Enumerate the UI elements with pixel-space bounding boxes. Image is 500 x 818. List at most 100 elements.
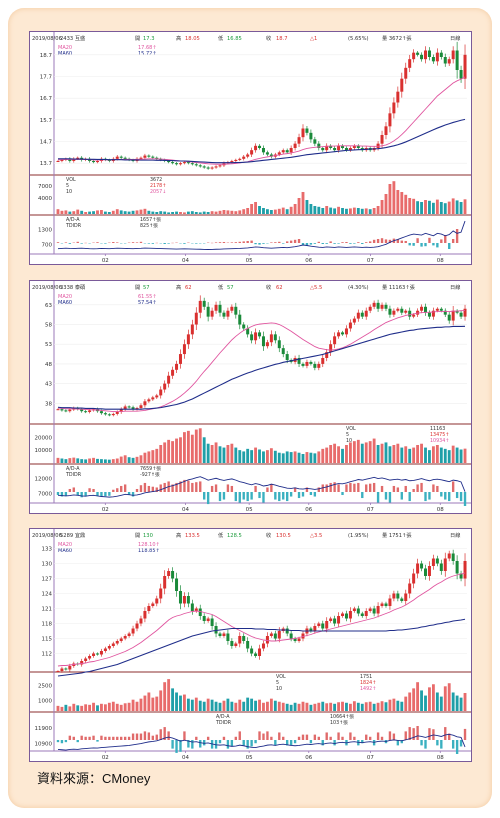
volume-bar [254,447,257,463]
indicator-bar [440,740,443,749]
indicator-bar [357,242,360,243]
month-label: 06 [305,258,312,264]
indicator-bar [210,485,214,492]
header-pct: (1.95%) [348,533,369,539]
candle-body [115,411,119,414]
candle-body [194,608,198,611]
price-tick-label: 133 [42,547,53,553]
volume-bar [396,700,400,711]
volume-bar [226,210,230,214]
volume-bar [186,211,190,214]
volume-bar [96,210,99,214]
candle-body [344,328,348,335]
indicator-bar [408,243,411,246]
candle-body [218,165,222,167]
indicator-bar [246,241,249,243]
volume-bar [333,703,337,711]
indicator-bar [380,736,384,740]
candle-body [143,401,147,406]
indicator-bar [72,487,75,492]
candle-body [325,352,329,358]
ma60-label: MA60 [58,548,72,554]
candle-body [380,304,384,309]
candle-body [238,636,242,644]
volume-bar [368,441,372,463]
candle-body [400,78,404,92]
indicator-bar [84,736,87,740]
volume-bar [183,694,186,711]
indicator-bar [321,243,324,244]
indicator-bar [262,243,265,244]
volume-bar [459,202,463,214]
volume-ma10-value: 2057↓ [150,189,166,195]
indicator-bar [301,243,305,245]
volume-bar [175,438,178,463]
volume-bar [111,701,115,711]
candle-body [348,611,352,619]
volume-bar [459,697,463,711]
indicator-bar [313,243,317,244]
indicator-bar [104,492,107,497]
volume-bar [76,458,80,463]
price-tick-label: 124 [42,592,53,598]
indicator-bar [376,492,380,503]
indicator-sub-label: TDIDR [215,720,232,726]
volume-bar [107,702,111,711]
volume-bar [273,450,277,463]
indicator-bar [254,485,257,492]
candle-body [333,148,337,151]
indicator-label: A/D-A [66,217,80,223]
indicator-bar [436,243,439,248]
volume-bar [218,702,222,711]
indicator-bar [80,735,83,740]
volume-tick-label: 4000 [38,196,52,202]
volume-bar [179,212,182,214]
volume-bar [416,201,420,214]
volume-bar [317,451,321,463]
volume-bar [100,210,103,214]
candle-body [297,137,301,144]
chart-svg-5289: 2019/08/065289 宜鼎開 130 高 133.5 低 128.5 收 130.5 △… [30,529,471,761]
candle-body [163,383,167,390]
volume-bar [72,211,76,214]
indicator-bar [420,482,423,492]
volume-label: VOL [66,177,76,183]
indicator-bar [104,736,107,740]
indicator-bar [238,731,241,740]
volume-bar [135,701,139,711]
candle-body [337,332,341,337]
indicator-sub-label: TDIDR [65,223,82,229]
volume-bar [388,184,392,214]
volume-bar [72,703,76,711]
indicator-bar [333,482,336,492]
candle-body [115,156,119,159]
header-close-label: 收 [266,34,271,42]
indicator-bar [147,243,151,244]
indicator-bar [218,492,222,502]
volume-bar [372,208,376,214]
volume-bar [131,457,135,463]
volume-bar [139,455,143,463]
indicator-bar [242,492,245,500]
candle-body [269,633,273,636]
indicator-bar [305,487,309,492]
indicator-bar [171,740,174,749]
candle-body [119,409,123,412]
volume-bar [439,447,443,463]
indicator-bar [400,240,403,243]
indicator-bar [400,740,403,744]
candle-body [459,573,463,579]
indicator-bar [353,483,356,492]
volume-bar [384,194,388,214]
candle-body [261,148,265,153]
volume-bar [380,701,384,711]
indicator-bar [258,731,261,740]
volume-bar [100,703,103,711]
indicator-bar [372,482,376,492]
indicator-bar [254,740,257,744]
candle-body [412,314,416,317]
indicator-bar [404,731,407,740]
volume-bar [262,208,265,214]
candle-body [408,583,412,594]
candle-body [281,348,285,355]
